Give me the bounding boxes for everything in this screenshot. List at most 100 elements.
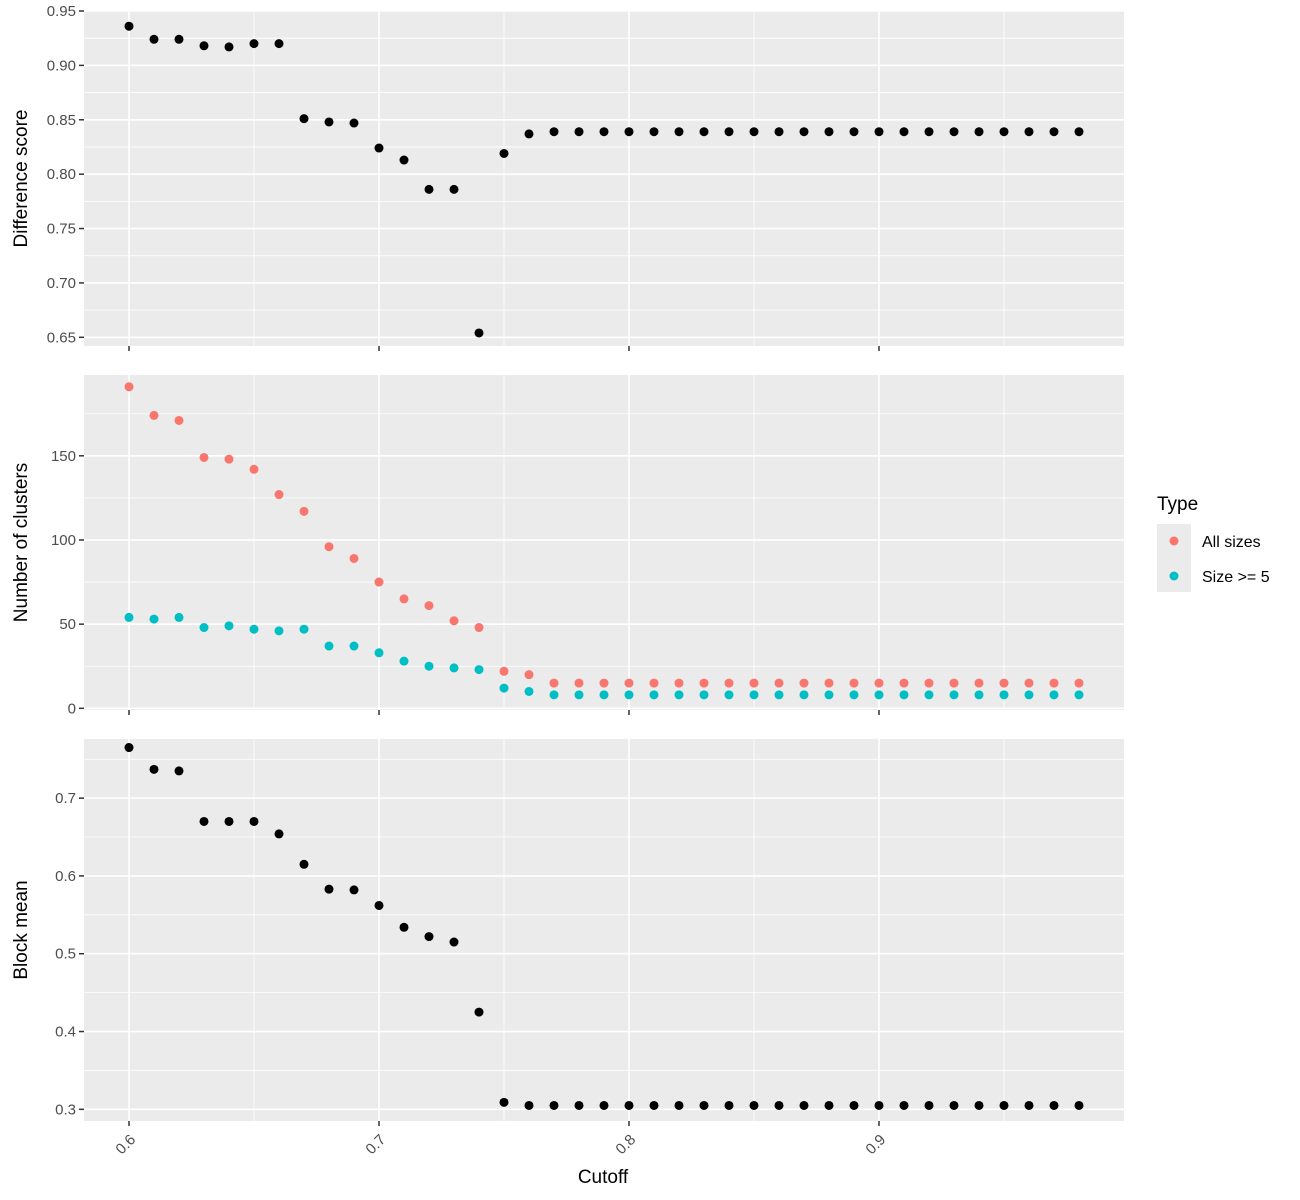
- y-tick-label: 0.90: [47, 57, 76, 74]
- data-point: [824, 127, 834, 137]
- data-point: [449, 937, 459, 947]
- y-tick-label: 100: [51, 532, 76, 549]
- data-point: [149, 410, 159, 420]
- legend-key-all-sizes: [1169, 536, 1179, 546]
- data-point: [1049, 678, 1059, 688]
- data-point: [799, 127, 809, 137]
- legend: Type All sizes Size >= 5: [1157, 494, 1270, 592]
- legend-item-size-5: Size >= 5: [1157, 558, 1270, 592]
- data-point: [349, 553, 359, 563]
- data-point: [1024, 678, 1034, 688]
- panel-background: [84, 375, 1124, 710]
- data-point: [499, 683, 509, 693]
- data-point: [299, 114, 309, 124]
- data-point: [974, 1100, 984, 1110]
- legend-label-all-sizes: All sizes: [1202, 534, 1261, 551]
- data-point: [949, 690, 959, 700]
- legend-label-size-5: Size >= 5: [1202, 569, 1270, 586]
- data-point: [324, 542, 334, 552]
- data-point: [1074, 1100, 1084, 1110]
- x-tick-label: 0.9: [862, 1131, 889, 1158]
- panel-clusters: 0 50 100 150 Number of clusters: [11, 375, 1124, 717]
- data-point: [324, 641, 334, 651]
- data-point: [1024, 127, 1034, 137]
- data-point: [724, 1100, 734, 1110]
- data-point: [399, 656, 409, 666]
- data-point: [899, 678, 909, 688]
- data-point: [649, 1100, 659, 1110]
- data-point: [524, 686, 534, 696]
- data-point: [749, 690, 759, 700]
- data-point: [974, 678, 984, 688]
- data-point: [599, 127, 609, 137]
- y-tick-label: 150: [51, 448, 76, 465]
- data-point: [499, 1097, 509, 1107]
- data-point: [1074, 127, 1084, 137]
- data-point: [574, 1100, 584, 1110]
- data-point: [549, 1100, 559, 1110]
- data-point: [949, 1100, 959, 1110]
- data-point: [474, 623, 484, 633]
- data-point: [824, 1100, 834, 1110]
- y-axis-title: Difference score: [11, 110, 32, 248]
- x-tick-label: 0.7: [362, 1131, 389, 1158]
- data-point: [249, 39, 259, 49]
- legend-item-all-sizes: All sizes: [1157, 524, 1261, 558]
- data-point: [624, 1100, 634, 1110]
- data-point: [1049, 690, 1059, 700]
- data-point: [1049, 127, 1059, 137]
- data-point: [799, 1100, 809, 1110]
- data-point: [849, 678, 859, 688]
- x-tick-label: 0.6: [112, 1131, 139, 1158]
- data-point: [124, 382, 134, 392]
- data-point: [799, 678, 809, 688]
- panel-difference: 0.65 0.70 0.75 0.80 0.85 0.90 0.95 Difference s…: [11, 3, 1124, 351]
- data-point: [274, 626, 284, 636]
- data-point: [974, 127, 984, 137]
- data-point: [174, 612, 184, 622]
- data-point: [374, 577, 384, 587]
- data-point: [749, 1100, 759, 1110]
- panel-background: [84, 11, 1124, 346]
- data-point: [274, 490, 284, 500]
- data-point: [474, 1007, 484, 1017]
- data-point: [249, 816, 259, 826]
- data-point: [699, 1100, 709, 1110]
- data-point: [674, 1100, 684, 1110]
- data-point: [599, 1100, 609, 1110]
- data-point: [999, 127, 1009, 137]
- data-point: [849, 1100, 859, 1110]
- data-point: [424, 184, 434, 194]
- legend-title: Type: [1157, 494, 1198, 515]
- data-point: [524, 1100, 534, 1110]
- y-tick-label: 0.95: [47, 3, 76, 20]
- data-point: [624, 678, 634, 688]
- y-axis-title: Block mean: [11, 880, 32, 979]
- data-point: [649, 678, 659, 688]
- data-point: [674, 127, 684, 137]
- data-point: [299, 859, 309, 869]
- data-point: [149, 764, 159, 774]
- data-point: [824, 678, 834, 688]
- y-tick-label: 0.80: [47, 166, 76, 183]
- data-point: [574, 678, 584, 688]
- y-axis-title: Number of clusters: [11, 463, 32, 622]
- data-point: [699, 690, 709, 700]
- y-tick-label: 0: [68, 700, 76, 717]
- data-point: [299, 624, 309, 634]
- data-point: [174, 415, 184, 425]
- data-point: [924, 690, 934, 700]
- data-point: [724, 690, 734, 700]
- y-tick-label: 0.70: [47, 275, 76, 292]
- data-point: [899, 127, 909, 137]
- data-point: [899, 1100, 909, 1110]
- data-point: [974, 690, 984, 700]
- data-point: [699, 127, 709, 137]
- data-point: [524, 129, 534, 139]
- data-point: [874, 678, 884, 688]
- y-tick-label: 0.5: [55, 946, 76, 963]
- data-point: [924, 1100, 934, 1110]
- data-point: [874, 690, 884, 700]
- data-point: [924, 127, 934, 137]
